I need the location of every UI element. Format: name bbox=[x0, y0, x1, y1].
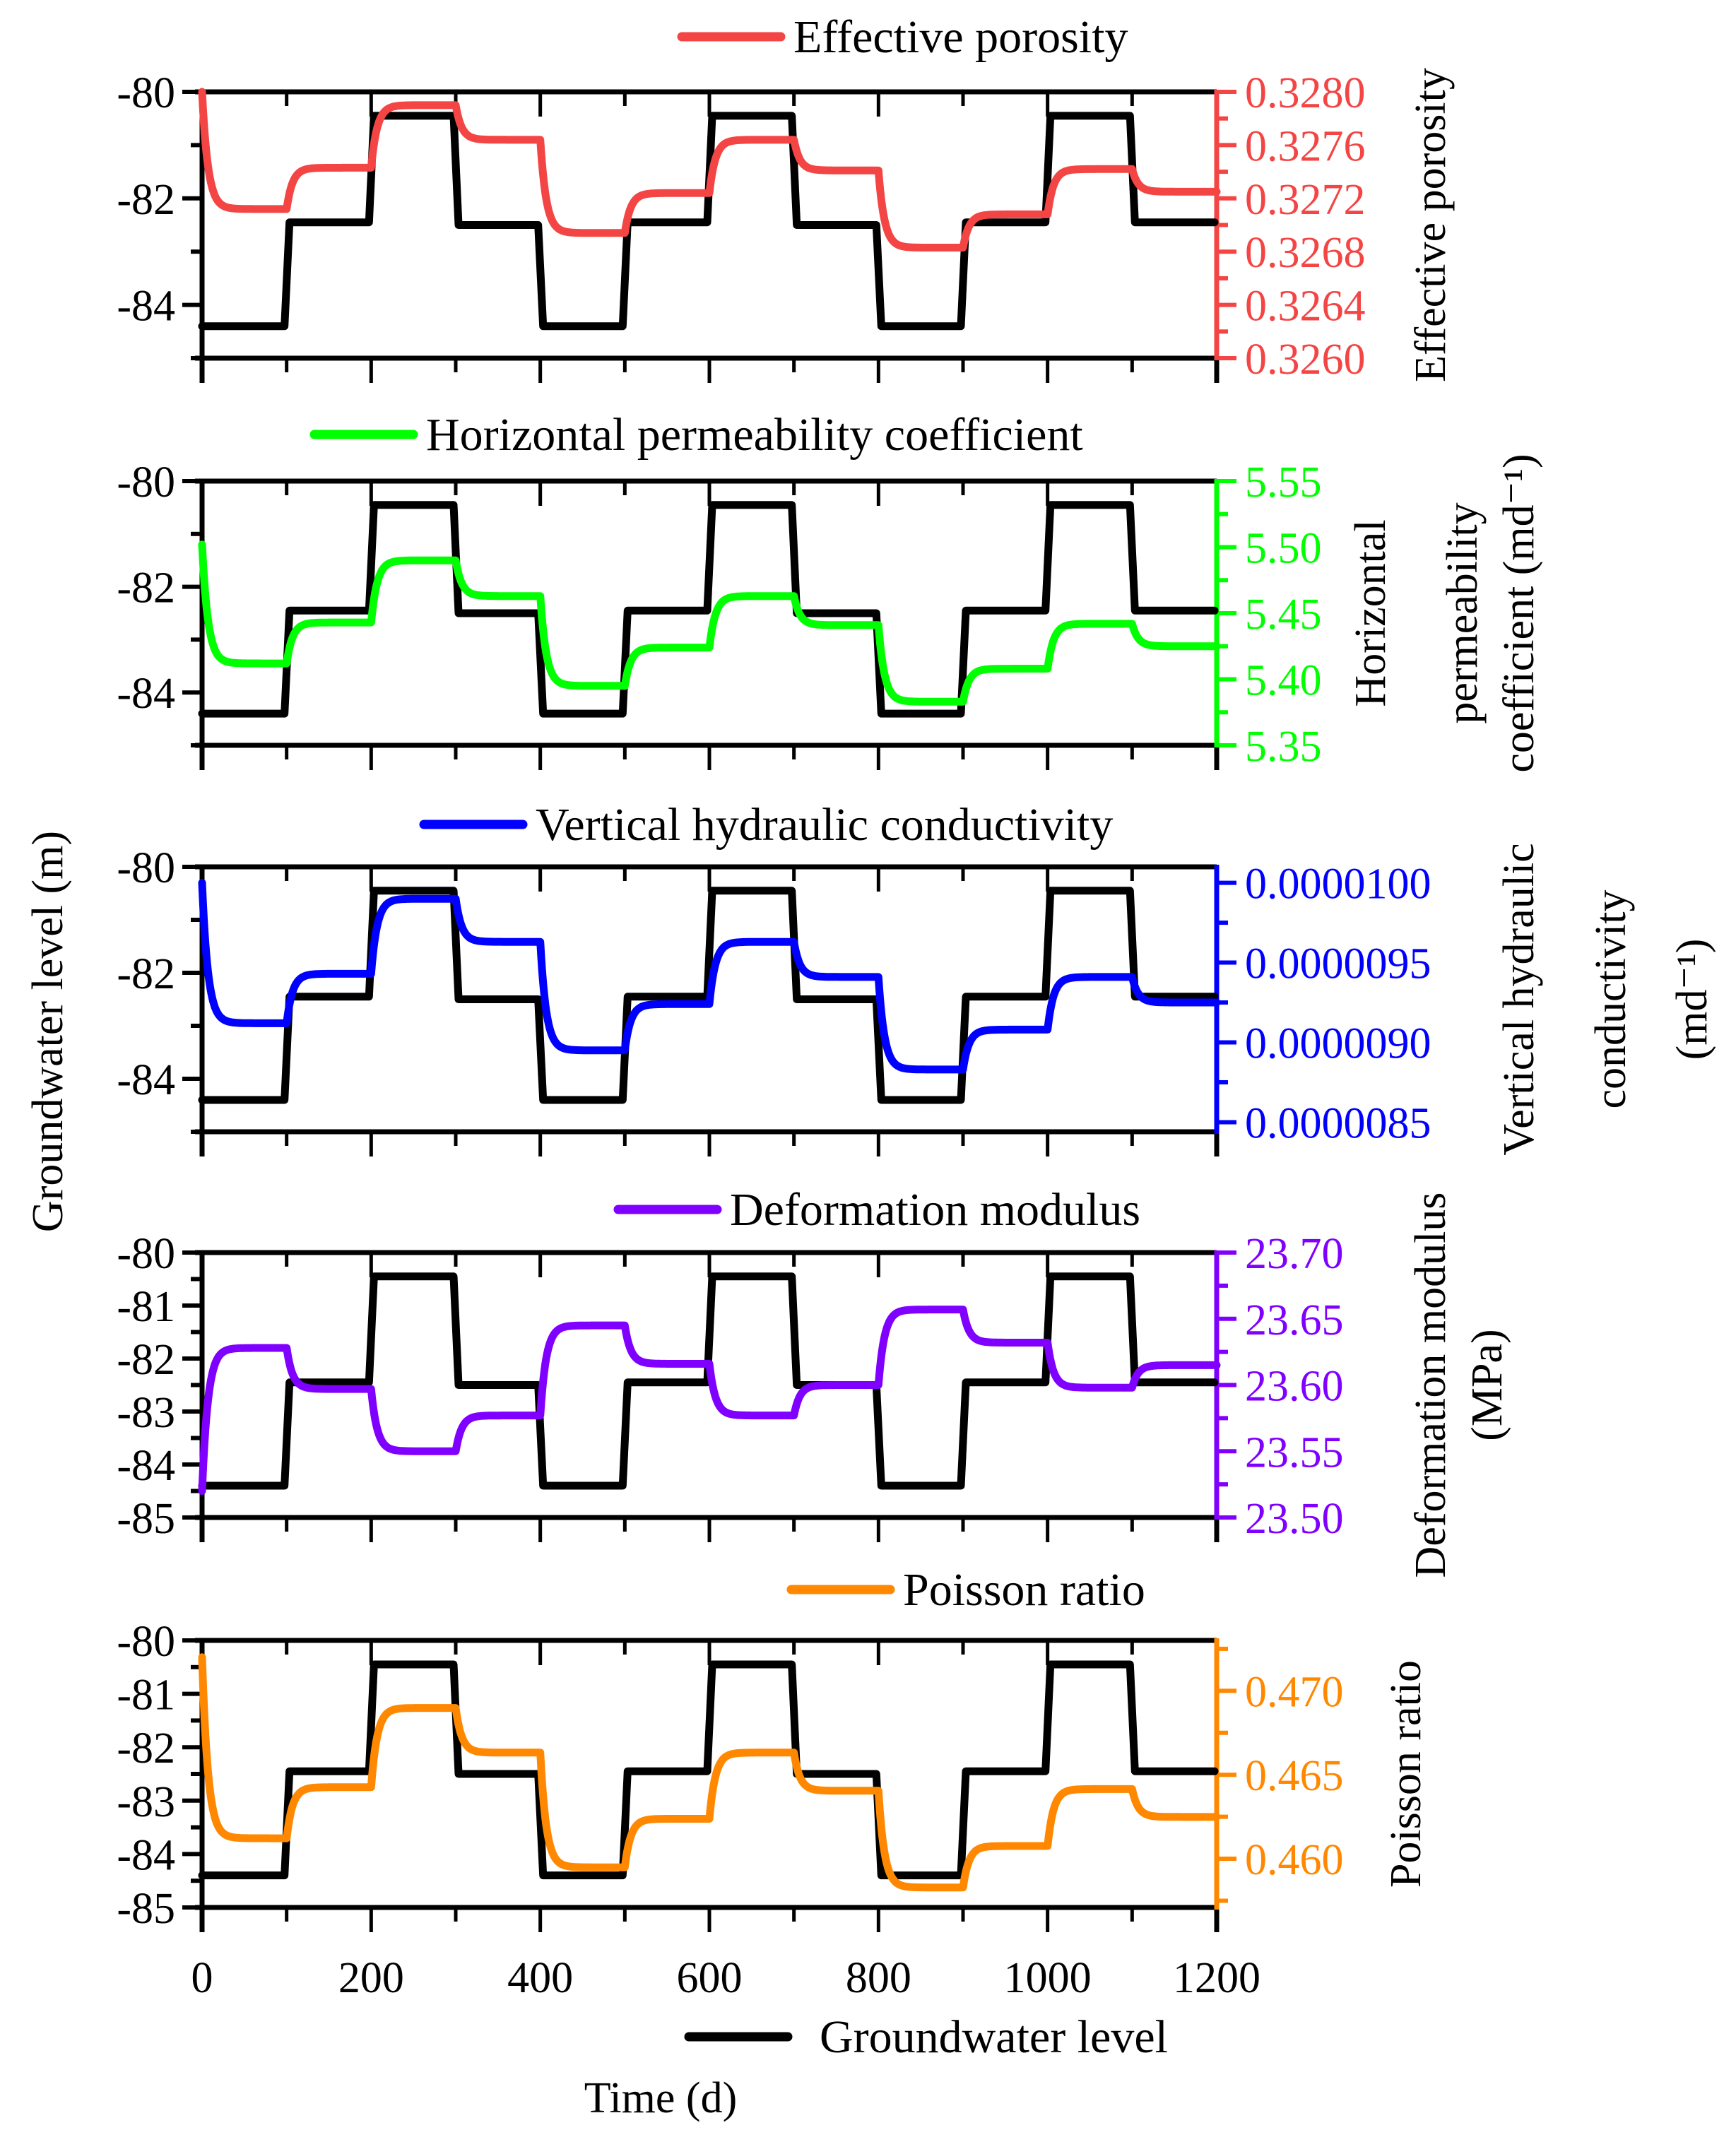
series-groundwater-level bbox=[198, 501, 1219, 718]
right-tick-label: 0.465 bbox=[1245, 1752, 1344, 1800]
left-tick-label: -80 bbox=[117, 1618, 175, 1666]
legend-label-deformation-modulus: Deformation modulus bbox=[730, 1184, 1140, 1236]
left-tick-label: -82 bbox=[117, 1336, 175, 1384]
right-axis-title: conductivity bbox=[1587, 890, 1635, 1109]
right-axis-title: permeability bbox=[1439, 502, 1487, 723]
left-tick-label: -84 bbox=[117, 1442, 175, 1490]
left-tick-label: -80 bbox=[117, 69, 175, 117]
panel-poisson-ratio: -80 -81-82 -83 -84 -85 0.470 0.465 0.460 Poisson… bbox=[117, 1564, 1430, 1933]
right-axis-title: (md⁻¹) bbox=[1668, 939, 1716, 1060]
legend-label-groundwater-level: Groundwater level bbox=[820, 2011, 1168, 2063]
series-groundwater-level bbox=[198, 887, 1219, 1104]
legend-label-effective-porosity: Effective porosity bbox=[793, 11, 1128, 63]
series-groundwater-level bbox=[198, 112, 1219, 331]
x-tick-label: 1000 bbox=[1004, 1954, 1092, 2002]
series-groundwater-level bbox=[198, 1660, 1219, 1880]
left-tick-label: -81 bbox=[117, 1283, 175, 1331]
right-axis-title: (MPa) bbox=[1463, 1329, 1511, 1440]
right-tick-label: 23.50 bbox=[1245, 1495, 1344, 1543]
panel-horizontal-permeability-coefficient: -80 -82 -84 5.55 5.50 5.45 5.40 5.35 Horizontal p… bbox=[117, 409, 1543, 773]
x-tick-label: 200 bbox=[338, 1954, 404, 2002]
series-deformation-modulus bbox=[198, 1306, 1221, 1495]
x-tick-label: 800 bbox=[846, 1954, 911, 2002]
right-tick-label: 0.3260 bbox=[1245, 336, 1366, 384]
right-tick-label: 0.0000085 bbox=[1245, 1099, 1431, 1147]
left-tick-label: -84 bbox=[117, 1831, 175, 1879]
right-tick-label: 5.45 bbox=[1245, 591, 1322, 639]
left-tick-label: -81 bbox=[117, 1671, 175, 1720]
right-tick-label: 0.0000100 bbox=[1245, 860, 1431, 909]
right-axis-title: coefficient (md⁻¹) bbox=[1495, 454, 1543, 772]
series-groundwater-level bbox=[198, 1272, 1219, 1490]
x-axis-title: Time (d) bbox=[584, 2074, 737, 2122]
right-axis-title: Horizontal bbox=[1347, 519, 1395, 706]
series-horizontal-permeability-coefficient bbox=[198, 540, 1221, 706]
right-tick-label: 0.0000095 bbox=[1245, 940, 1431, 988]
panel-vertical-hydraulic-conductivity: -80 -82 -84 0.0000100 0.0000095 0.0000090 0.00… bbox=[117, 799, 1716, 1156]
right-tick-label: 0.460 bbox=[1245, 1836, 1344, 1884]
series-poisson-ratio bbox=[198, 1653, 1221, 1892]
left-tick-label: -84 bbox=[117, 283, 175, 331]
right-tick-label: 5.55 bbox=[1245, 458, 1322, 507]
right-tick-label: 0.470 bbox=[1245, 1668, 1344, 1716]
left-tick-label: -80 bbox=[117, 844, 175, 892]
series-effective-porosity bbox=[198, 88, 1221, 252]
x-tick-label: 1200 bbox=[1173, 1954, 1260, 2002]
right-axis-title: Deformation modulus bbox=[1407, 1193, 1455, 1578]
left-tick-label: -84 bbox=[117, 1056, 175, 1104]
left-tick-label: -85 bbox=[117, 1495, 175, 1543]
right-tick-label: 23.65 bbox=[1245, 1296, 1344, 1344]
left-tick-label: -85 bbox=[117, 1885, 175, 1933]
left-tick-label: -83 bbox=[117, 1389, 175, 1437]
right-tick-label: 0.3268 bbox=[1245, 229, 1366, 277]
left-tick-label: -80 bbox=[117, 1230, 175, 1278]
right-axis-title: Effective porosity bbox=[1407, 68, 1455, 382]
right-tick-label: 5.40 bbox=[1245, 657, 1322, 705]
right-tick-label: 0.3264 bbox=[1245, 283, 1366, 331]
y-axis-title-groundwater-level: Groundwater level (m) bbox=[24, 831, 72, 1232]
x-tick-label: 0 bbox=[191, 1954, 213, 2002]
left-tick-label: -82 bbox=[117, 564, 175, 613]
legend-label-horizontal-permeability-coefficient: Horizontal permeability coefficient bbox=[426, 409, 1083, 461]
left-tick-label: -83 bbox=[117, 1778, 175, 1826]
panel-effective-porosity: -80 -82 -84 0.3280 0.3276 0.3272 0.3268 0.3264 0… bbox=[117, 11, 1455, 384]
series-vertical-hydraulic-conductivity bbox=[198, 879, 1221, 1074]
right-tick-label: 5.50 bbox=[1245, 525, 1322, 573]
right-axis-title: Poisson ratio bbox=[1382, 1660, 1430, 1888]
right-tick-label: 5.35 bbox=[1245, 723, 1322, 771]
right-tick-label: 0.3276 bbox=[1245, 122, 1366, 170]
left-tick-label: -84 bbox=[117, 670, 175, 718]
right-tick-label: 0.0000090 bbox=[1245, 1019, 1431, 1067]
right-tick-label: 23.55 bbox=[1245, 1428, 1344, 1477]
panel-deformation-modulus: -80 -81 -82 -83 -84 -85 23.70 23.65 23.60 23.55 23… bbox=[117, 1184, 1511, 1578]
right-tick-label: 23.60 bbox=[1245, 1363, 1344, 1411]
right-tick-label: 23.70 bbox=[1245, 1230, 1344, 1278]
left-tick-label: -82 bbox=[117, 176, 175, 224]
x-tick-label: 400 bbox=[507, 1954, 573, 2002]
right-tick-label: 0.3280 bbox=[1245, 69, 1366, 117]
left-tick-label: -82 bbox=[117, 950, 175, 998]
legend-label-vertical-hydraulic-conductivity: Vertical hydraulic conductivity bbox=[536, 799, 1113, 851]
left-tick-label: -82 bbox=[117, 1724, 175, 1773]
left-tick-label: -80 bbox=[117, 458, 175, 507]
right-tick-label: 0.3272 bbox=[1245, 176, 1366, 224]
legend-label-poisson-ratio: Poisson ratio bbox=[903, 1564, 1145, 1616]
x-tick-label: 600 bbox=[677, 1954, 743, 2002]
right-axis-title: Vertical hydraulic bbox=[1495, 843, 1543, 1155]
